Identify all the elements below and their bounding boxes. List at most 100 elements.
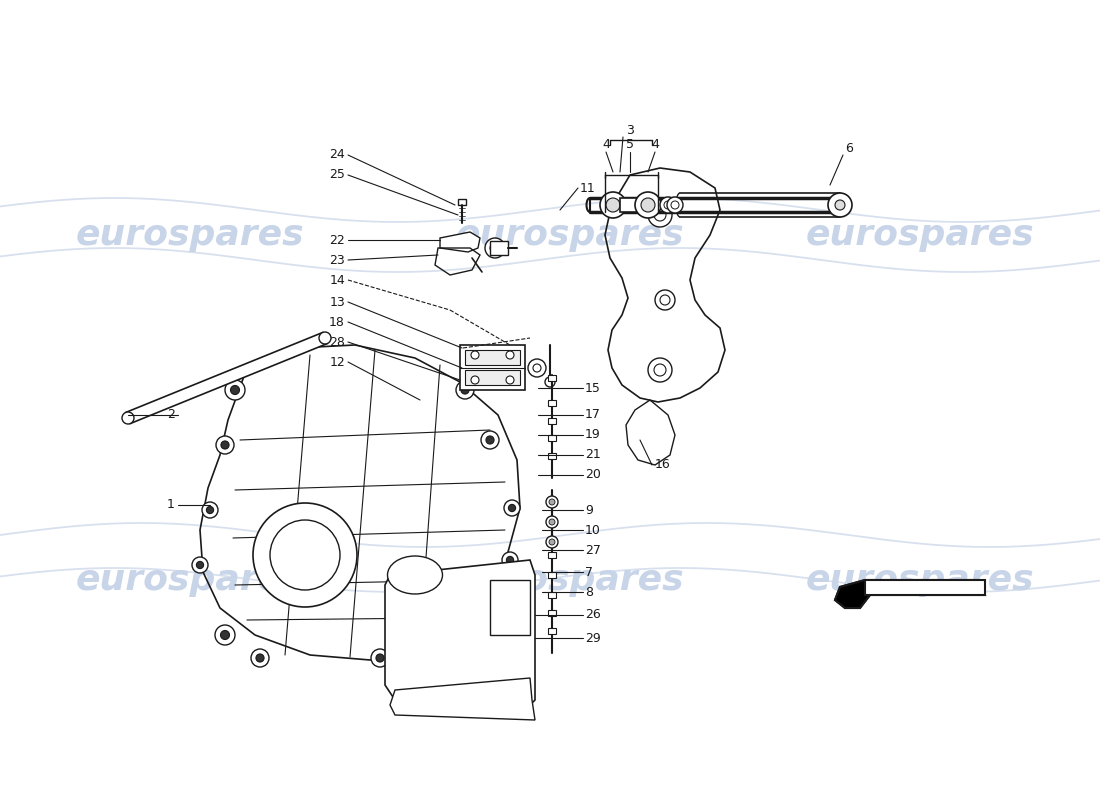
Text: 3: 3 bbox=[626, 123, 634, 137]
Text: 12: 12 bbox=[329, 355, 345, 369]
Text: 5: 5 bbox=[626, 138, 634, 151]
Circle shape bbox=[528, 359, 546, 377]
Circle shape bbox=[546, 516, 558, 528]
Circle shape bbox=[471, 376, 478, 384]
Bar bbox=[460, 345, 525, 390]
Polygon shape bbox=[835, 580, 870, 608]
Bar bbox=[620, 198, 638, 212]
Bar bbox=[548, 375, 556, 381]
Circle shape bbox=[485, 238, 505, 258]
Circle shape bbox=[456, 381, 474, 399]
Text: 11: 11 bbox=[580, 182, 596, 194]
Bar bbox=[548, 610, 556, 616]
Circle shape bbox=[635, 192, 661, 218]
Circle shape bbox=[481, 431, 499, 449]
Circle shape bbox=[654, 209, 666, 221]
Circle shape bbox=[251, 649, 270, 667]
Circle shape bbox=[654, 290, 675, 310]
Bar bbox=[490, 241, 508, 255]
Text: eurospares: eurospares bbox=[455, 218, 684, 252]
Text: eurospares: eurospares bbox=[455, 563, 684, 597]
Bar bbox=[548, 400, 556, 406]
Text: 27: 27 bbox=[585, 543, 601, 557]
Circle shape bbox=[197, 562, 204, 569]
Bar bbox=[465, 350, 520, 365]
Text: eurospares: eurospares bbox=[76, 563, 305, 597]
Polygon shape bbox=[385, 560, 535, 710]
Text: 21: 21 bbox=[585, 449, 601, 462]
Circle shape bbox=[490, 243, 500, 253]
Circle shape bbox=[270, 520, 340, 590]
Text: 24: 24 bbox=[329, 149, 345, 162]
Circle shape bbox=[648, 203, 672, 227]
Circle shape bbox=[600, 192, 626, 218]
Circle shape bbox=[207, 506, 213, 514]
Circle shape bbox=[446, 636, 454, 644]
Polygon shape bbox=[440, 232, 480, 252]
Polygon shape bbox=[125, 333, 328, 423]
Text: 4: 4 bbox=[602, 138, 609, 151]
Text: 16: 16 bbox=[654, 458, 671, 471]
Circle shape bbox=[371, 649, 389, 667]
Ellipse shape bbox=[387, 556, 442, 594]
Circle shape bbox=[471, 351, 478, 359]
Text: 22: 22 bbox=[329, 234, 345, 246]
Polygon shape bbox=[390, 678, 535, 720]
Circle shape bbox=[441, 631, 459, 649]
Circle shape bbox=[549, 519, 556, 525]
Circle shape bbox=[231, 386, 240, 394]
Circle shape bbox=[506, 351, 514, 359]
Circle shape bbox=[220, 630, 230, 639]
Circle shape bbox=[641, 198, 654, 212]
Circle shape bbox=[253, 503, 358, 607]
Text: 18: 18 bbox=[329, 315, 345, 329]
Text: 13: 13 bbox=[329, 295, 345, 309]
Bar bbox=[548, 628, 556, 634]
Polygon shape bbox=[835, 580, 984, 608]
Bar bbox=[458, 199, 466, 205]
Text: 15: 15 bbox=[585, 382, 601, 394]
Circle shape bbox=[654, 364, 666, 376]
Circle shape bbox=[546, 536, 558, 548]
Circle shape bbox=[606, 198, 620, 212]
Circle shape bbox=[216, 436, 234, 454]
Text: 29: 29 bbox=[585, 631, 601, 645]
Circle shape bbox=[202, 502, 218, 518]
Circle shape bbox=[660, 295, 670, 305]
Circle shape bbox=[534, 364, 541, 372]
Circle shape bbox=[226, 380, 245, 400]
Text: eurospares: eurospares bbox=[805, 218, 1034, 252]
Text: 6: 6 bbox=[845, 142, 853, 154]
Text: 26: 26 bbox=[585, 609, 601, 622]
Text: 17: 17 bbox=[585, 409, 601, 422]
Bar bbox=[465, 370, 520, 385]
Text: 28: 28 bbox=[329, 335, 345, 349]
Text: 20: 20 bbox=[585, 469, 601, 482]
Text: 1: 1 bbox=[167, 498, 175, 511]
Circle shape bbox=[461, 386, 469, 394]
Circle shape bbox=[214, 625, 235, 645]
Circle shape bbox=[192, 557, 208, 573]
Text: 4: 4 bbox=[651, 138, 659, 151]
Text: 25: 25 bbox=[329, 169, 345, 182]
Bar bbox=[548, 453, 556, 459]
Circle shape bbox=[667, 197, 683, 213]
Text: 7: 7 bbox=[585, 566, 593, 578]
Bar bbox=[548, 418, 556, 424]
Text: eurospares: eurospares bbox=[805, 563, 1034, 597]
Text: 2: 2 bbox=[167, 409, 175, 422]
Circle shape bbox=[506, 557, 514, 563]
Circle shape bbox=[828, 193, 852, 217]
Bar bbox=[548, 592, 556, 598]
Bar bbox=[548, 552, 556, 558]
Text: 8: 8 bbox=[585, 586, 593, 598]
Circle shape bbox=[486, 436, 494, 444]
Bar bbox=[548, 435, 556, 441]
Bar bbox=[490, 580, 530, 635]
Text: 14: 14 bbox=[329, 274, 345, 286]
Circle shape bbox=[835, 200, 845, 210]
Text: 10: 10 bbox=[585, 523, 601, 537]
Circle shape bbox=[319, 332, 331, 344]
Circle shape bbox=[549, 539, 556, 545]
Circle shape bbox=[648, 358, 672, 382]
